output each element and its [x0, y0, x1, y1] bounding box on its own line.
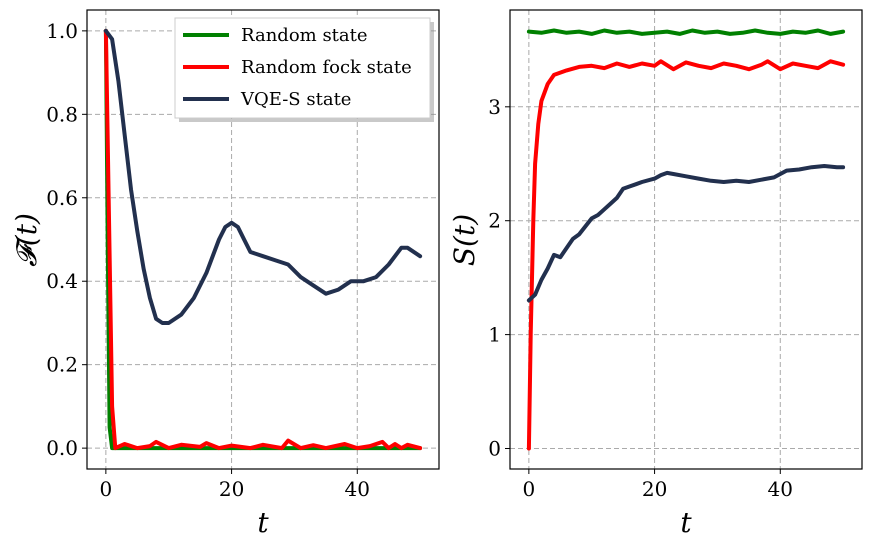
entropy-line-random-fock-state	[526, 59, 846, 451]
entropy-series	[526, 28, 846, 451]
legend: Random state Random fock state VQE-S state	[174, 17, 434, 122]
entropy-ytick-label: 2	[488, 209, 501, 233]
fidelity-plot: 0 20 40 0.0 0.2 0.4 0.6 0.8 1.0 t 𝓕(t) Random st…	[10, 9, 440, 539]
fidelity-xtick-label: 20	[219, 477, 244, 501]
entropy-xtick-label: 0	[522, 477, 535, 501]
entropy-ytick-label: 1	[488, 323, 501, 347]
fidelity-ytick-label: 1.0	[46, 19, 78, 43]
entropy-xlabel: t	[680, 506, 692, 539]
entropy-line-vqe-s-state	[526, 164, 846, 303]
fidelity-ylabel: 𝓕(t)	[10, 213, 43, 267]
fidelity-ticks: 0 20 40 0.0 0.2 0.4 0.6 0.8 1.0	[46, 19, 370, 501]
entropy-ytick-label: 3	[488, 95, 501, 119]
legend-label: VQE-S state	[240, 89, 351, 110]
entropy-xtick-label: 20	[642, 477, 667, 501]
fidelity-ytick-label: 0.4	[46, 269, 78, 293]
entropy-ticks: 0 20 40 0 1 2 3	[488, 95, 793, 501]
fidelity-line-vqe-s-state	[103, 28, 423, 325]
entropy-ylabel: S(t)	[448, 214, 481, 266]
fidelity-xtick-label: 40	[345, 477, 370, 501]
fidelity-axes-frame	[86, 9, 440, 470]
entropy-line-random-state	[526, 28, 846, 36]
fidelity-ytick-label: 0.2	[46, 353, 78, 377]
entropy-xtick-label: 40	[768, 477, 793, 501]
fidelity-line-random-fock-state	[103, 28, 423, 451]
fidelity-ytick-label: 0.0	[46, 436, 78, 460]
entropy-plot: 0 20 40 0 1 2 3 t S(t)	[448, 9, 863, 539]
entropy-axes-frame	[509, 9, 863, 470]
entropy-ytick-label: 0	[488, 436, 501, 460]
fidelity-series	[103, 28, 423, 451]
fidelity-xtick-label: 0	[99, 477, 112, 501]
legend-label: Random fock state	[241, 57, 412, 78]
legend-label: Random state	[241, 25, 368, 46]
fidelity-ytick-label: 0.8	[46, 102, 78, 126]
fidelity-ytick-label: 0.6	[46, 186, 78, 210]
entropy-gridlines	[510, 10, 862, 469]
fidelity-xlabel: t	[257, 506, 269, 539]
